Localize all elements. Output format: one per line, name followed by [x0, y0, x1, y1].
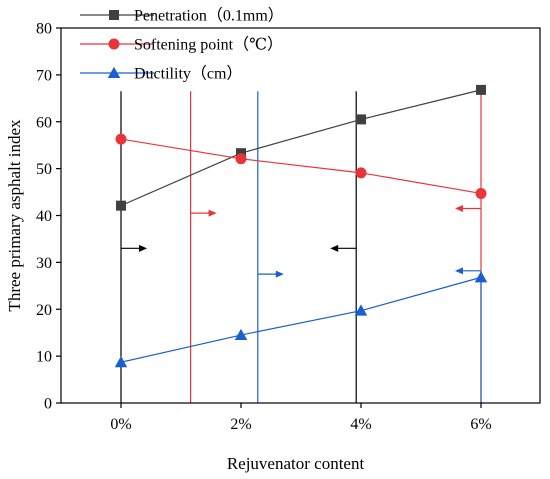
reference-arrow-head-2 — [275, 270, 284, 278]
x-tick-label-3: 6% — [470, 416, 491, 433]
x-tick-label-0: 0% — [110, 416, 131, 433]
x-tick-label-1: 2% — [230, 416, 251, 433]
reference-arrow-head-5 — [455, 267, 463, 275]
y-axis-label: Three primary asphalt index — [5, 119, 24, 312]
series-layer — [114, 84, 488, 368]
legend-label-0: Penetration（0.1mm） — [134, 7, 284, 25]
reference-arrow-head-4 — [455, 204, 463, 212]
series-1-point-1 — [235, 153, 247, 165]
y-tick-label-0: 0 — [44, 396, 52, 413]
legend-marker-2 — [107, 66, 121, 78]
series-2-point-2 — [354, 304, 368, 316]
series-1-point-2 — [355, 167, 367, 179]
plot-frame — [60, 27, 541, 404]
series-0-point-1 — [236, 148, 246, 159]
reference-lines — [120, 91, 482, 403]
series-1-point-3 — [475, 187, 487, 199]
y-tick-label-2: 20 — [36, 302, 52, 319]
series-line-1 — [120, 138, 482, 195]
reference-arrow-head-1 — [208, 209, 217, 217]
y-tick-label-6: 60 — [36, 114, 52, 131]
series-line-0 — [120, 89, 482, 207]
series-1-point-0 — [115, 133, 127, 145]
y-tick-label-7: 70 — [36, 67, 52, 84]
y-tick-label-8: 80 — [36, 21, 52, 38]
x-axis-label: Rejuvenator content — [227, 454, 365, 473]
y-tick-label-5: 50 — [36, 161, 52, 178]
legend: Penetration（0.1mm） Softening point（℃） Duct… — [80, 7, 284, 83]
series-line-2 — [120, 276, 482, 363]
legend-label-1: Softening point（℃） — [134, 36, 283, 54]
series-2-point-1 — [234, 328, 248, 341]
y-tick-label-1: 10 — [36, 349, 52, 366]
y-tick-label-3: 30 — [36, 255, 52, 272]
y-tick-label-4: 40 — [36, 208, 52, 225]
series-2-point-3 — [474, 271, 488, 283]
series-0-point-3 — [476, 84, 486, 95]
series-0-point-0 — [116, 200, 126, 211]
series-0-point-2 — [356, 114, 366, 125]
series-2-point-0 — [114, 355, 128, 368]
legend-marker-0 — [109, 10, 119, 20]
legend-marker-1 — [108, 38, 120, 50]
reference-arrow-head-0 — [139, 244, 147, 252]
x-tick-label-2: 4% — [350, 416, 371, 433]
reference-arrow-head-3 — [330, 244, 339, 252]
legend-label-2: Ductility（cm） — [134, 65, 242, 83]
axes: 0 10 20 30 40 50 60 70 80 0% 2% 4% 6% — [36, 21, 492, 434]
